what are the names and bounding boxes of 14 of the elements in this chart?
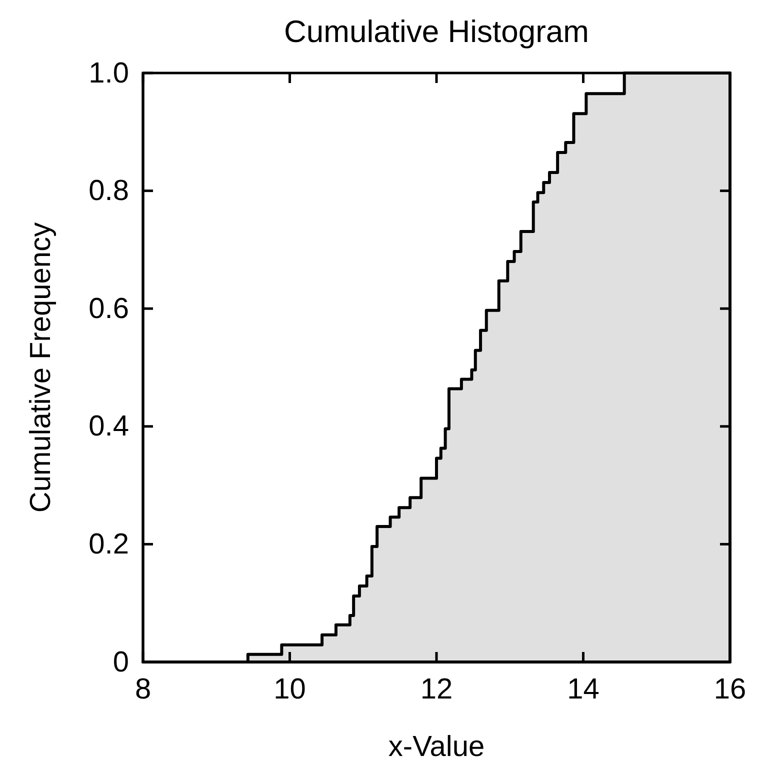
x-tick-label: 14 (567, 674, 600, 706)
y-tick-label: 1.0 (88, 57, 129, 90)
x-tick-label: 16 (714, 674, 746, 706)
x-tick-label: 8 (134, 674, 152, 706)
y-tick-label: 0.2 (88, 528, 129, 560)
x-tick-label: 10 (274, 674, 306, 706)
chart-title: Cumulative Histogram (284, 14, 589, 49)
y-tick-label: 0 (112, 646, 129, 678)
y-tick-label: 0.8 (88, 175, 129, 208)
y-tick-label: 0.6 (88, 292, 129, 325)
y-axis-title: Cumulative Frequency (25, 222, 57, 513)
y-tick-label: 0.4 (88, 410, 129, 443)
x-axis-title: x-Value (388, 731, 485, 763)
x-tick-label: 12 (420, 674, 453, 706)
